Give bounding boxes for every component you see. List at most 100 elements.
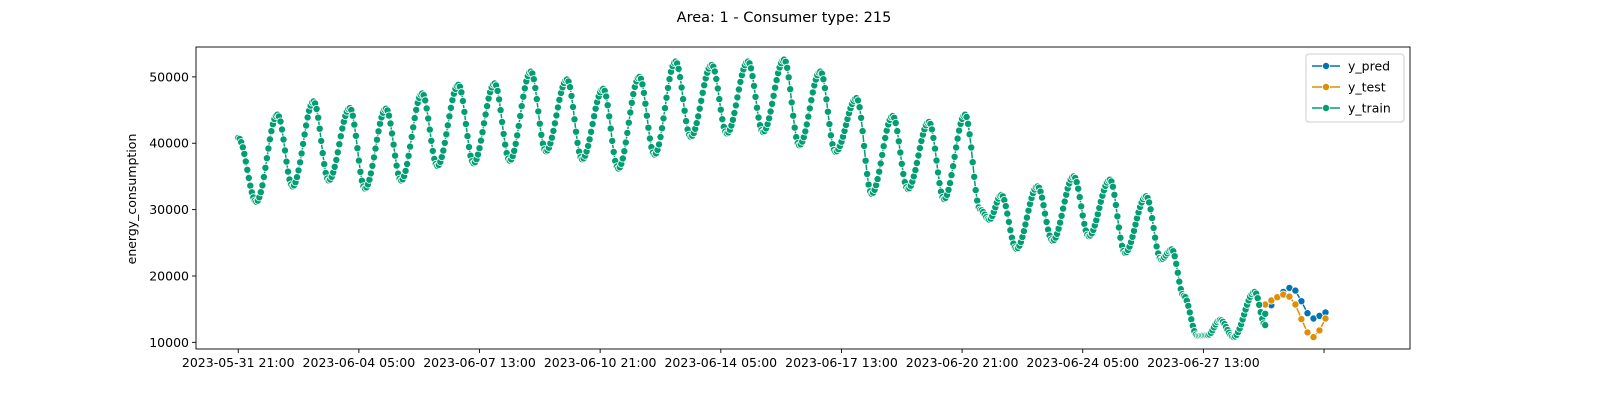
data-point-y_train	[514, 121, 523, 130]
data-point-y_train	[368, 161, 377, 170]
data-point-y_train	[768, 99, 777, 108]
data-point-y_train	[645, 134, 654, 143]
data-point-y_train	[748, 72, 757, 81]
data-point-y_train	[712, 75, 721, 84]
data-point-y_train	[1038, 193, 1047, 202]
data-point-y_train	[1113, 212, 1122, 221]
data-point-y_train	[391, 151, 400, 160]
chart-title: Area: 1 - Consumer type: 215	[677, 10, 892, 26]
data-point-y_train	[264, 144, 273, 153]
data-point-y_train	[259, 172, 268, 181]
data-point-y_train	[896, 148, 905, 157]
data-point-y_train	[769, 91, 778, 100]
data-point-y_train	[1114, 223, 1123, 232]
data-point-y_train	[241, 157, 250, 166]
data-point-y_train	[410, 114, 419, 123]
data-point-y_train	[639, 88, 648, 97]
data-point-y_train	[282, 157, 291, 166]
data-point-y_train	[1021, 220, 1030, 229]
data-point-y_train	[624, 118, 633, 127]
data-point-y_train	[256, 188, 265, 197]
data-point-y_train	[585, 135, 594, 144]
data-point-y_train	[676, 73, 685, 82]
data-point-y_train	[655, 140, 664, 149]
data-point-y_train	[730, 109, 739, 118]
data-point-y_train	[443, 121, 452, 130]
data-point-y_train	[932, 156, 941, 165]
data-point-y_train	[440, 138, 449, 147]
data-point-y_train	[535, 119, 544, 128]
data-point-y_train	[772, 76, 781, 85]
data-point-y_train	[246, 181, 255, 190]
data-point-y_train	[258, 181, 267, 190]
data-point-y_train	[716, 105, 725, 114]
data-point-y_train	[858, 127, 867, 136]
data-point-y_train	[1111, 200, 1120, 209]
data-point-y_train	[516, 112, 525, 121]
data-point-y_train	[934, 168, 943, 177]
data-point-y_train	[445, 112, 454, 121]
data-point-y_train	[460, 107, 469, 116]
data-point-y_train	[638, 80, 647, 89]
data-point-y_train	[1253, 294, 1262, 303]
data-point-y_train	[475, 144, 484, 153]
data-point-y_train	[566, 83, 575, 92]
data-point-y_train	[823, 107, 832, 116]
legend-marker	[1322, 83, 1331, 92]
data-point-y_train	[1173, 268, 1182, 277]
data-point-y_train	[315, 124, 324, 133]
data-point-y_train	[854, 96, 863, 105]
data-point-y_train	[947, 171, 956, 180]
data-point-y_train	[819, 75, 828, 84]
data-point-y_train	[299, 139, 308, 148]
data-point-y_train	[1152, 242, 1161, 251]
data-point-y_train	[952, 143, 961, 152]
x-tick-label: 2023-06-14 05:00	[664, 355, 777, 370]
data-point-y_train	[552, 111, 561, 120]
data-point-y_train	[1184, 301, 1193, 310]
data-point-y_train	[608, 136, 617, 145]
data-point-y_train	[428, 146, 437, 155]
data-point-y_train	[587, 127, 596, 136]
data-point-y_train	[1057, 211, 1066, 220]
data-point-y_train	[302, 121, 311, 130]
data-point-y_train	[590, 112, 599, 121]
data-point-y_train	[644, 123, 653, 132]
data-point-y_train	[715, 95, 724, 104]
data-point-y_train	[893, 127, 902, 136]
data-point-y_train	[876, 159, 885, 168]
data-point-y_train	[427, 136, 436, 145]
data-point-y_train	[243, 165, 252, 174]
data-point-y_train	[1075, 193, 1084, 202]
data-point-y_train	[1004, 217, 1013, 226]
data-point-y_train	[537, 130, 546, 139]
data-point-y_train	[965, 130, 974, 139]
data-point-y_train	[911, 166, 920, 175]
y-axis: 10000 20000 30000 40000 50000	[149, 69, 196, 350]
data-point-y_train	[1148, 214, 1157, 223]
x-tick-label: 2023-06-10 21:00	[544, 355, 657, 370]
data-point-y_train	[478, 128, 487, 137]
data-point-y_train	[787, 98, 796, 107]
data-point-y_train	[878, 150, 887, 159]
data-point-y_train	[875, 167, 884, 176]
data-point-y_train	[728, 115, 737, 124]
data-point-y_train	[401, 166, 410, 175]
data-point-y_train	[1019, 227, 1028, 236]
data-point-y_train	[881, 133, 890, 142]
data-point-y_train	[733, 93, 742, 102]
data-point-y_train	[802, 120, 811, 129]
data-point-y_train	[1060, 197, 1069, 206]
data-point-y_train	[857, 113, 866, 122]
data-point-y_train	[1003, 209, 1012, 218]
data-point-y_train	[804, 112, 813, 121]
data-point-y_train	[1255, 300, 1264, 309]
data-point-y_train	[805, 104, 814, 113]
data-point-y_train	[265, 135, 274, 144]
data-point-y_train	[603, 101, 612, 110]
data-point-y_train	[626, 108, 635, 117]
data-point-y_test	[1315, 326, 1324, 335]
data-point-y_train	[294, 166, 303, 175]
data-point-y_test	[1267, 296, 1276, 305]
data-point-y_train	[807, 96, 816, 105]
